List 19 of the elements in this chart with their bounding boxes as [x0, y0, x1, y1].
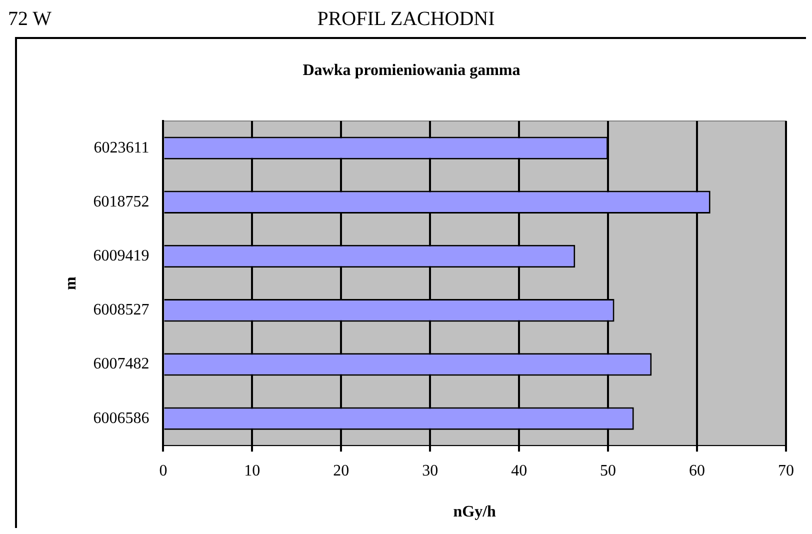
y-axis-title: m	[62, 276, 80, 290]
x-axis-title: nGy/h	[453, 504, 496, 521]
chart-title: PROFIL ZACHODNI	[317, 8, 495, 30]
y-tick-label: 6007482	[93, 356, 150, 373]
y-tick-label: 6023611	[94, 139, 150, 156]
y-tick-label: 6009419	[93, 247, 150, 264]
x-tick-label: 40	[511, 462, 528, 480]
y-tick-label: 6018752	[93, 193, 150, 210]
x-tick-label: 60	[689, 462, 706, 480]
y-tick-label: 6008527	[93, 302, 150, 319]
x-tick-label: 50	[600, 462, 616, 480]
x-tick-label: 70	[778, 462, 794, 480]
y-tick-label: 6006586	[93, 410, 150, 427]
chart-subtitle: Dawka promieniowania gamma	[302, 62, 522, 80]
x-tick-label: 10	[244, 462, 260, 480]
x-tick-label: 30	[422, 462, 438, 480]
text: 72 W	[8, 8, 52, 31]
x-tick-label: 0	[159, 462, 168, 480]
x-tick-label: 20	[333, 462, 350, 480]
